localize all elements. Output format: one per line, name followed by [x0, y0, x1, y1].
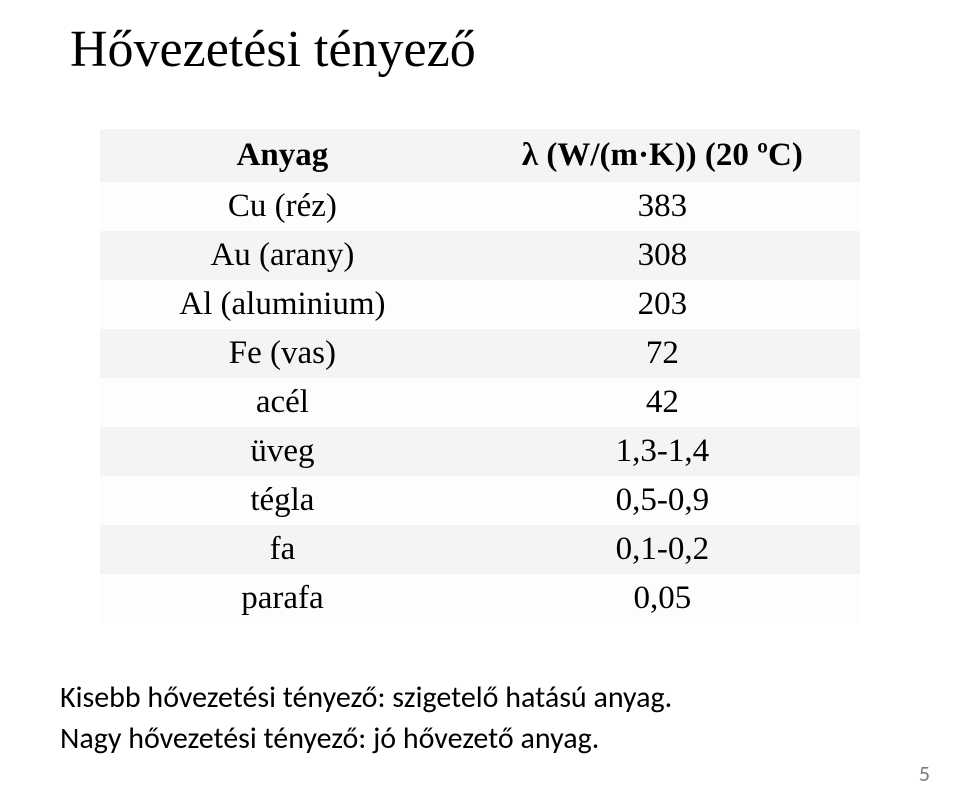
table-row: Fe (vas) 72 — [100, 329, 860, 378]
table-cell-material: parafa — [100, 574, 465, 623]
table-header-row: Anyag λ (W/(m·K)) (20 ºC) — [100, 129, 860, 182]
table-header-lambda: λ (W/(m·K)) (20 ºC) — [465, 129, 860, 182]
note-line-2: Nagy hővezetési tényező: jó hővezető any… — [60, 719, 900, 760]
note-line-1: Kisebb hővezetési tényező: szigetelő hat… — [60, 678, 900, 719]
table-row: tégla 0,5-0,9 — [100, 476, 860, 525]
table-cell-material: Cu (réz) — [100, 182, 465, 231]
table-cell-material: Au (arany) — [100, 231, 465, 280]
table-cell-value: 203 — [465, 280, 860, 329]
table-cell-material: üveg — [100, 427, 465, 476]
table-cell-value: 308 — [465, 231, 860, 280]
table-cell-material: Al (aluminium) — [100, 280, 465, 329]
table-cell-value: 42 — [465, 378, 860, 427]
table-row: fa 0,1-0,2 — [100, 525, 860, 574]
table-row: üveg 1,3-1,4 — [100, 427, 860, 476]
table-row: Cu (réz) 383 — [100, 182, 860, 231]
page-title: Hővezetési tényező — [70, 20, 900, 79]
thermal-conductivity-table-container: Anyag λ (W/(m·K)) (20 ºC) Cu (réz) 383 A… — [100, 129, 860, 623]
table-row: acél 42 — [100, 378, 860, 427]
table-row: parafa 0,05 — [100, 574, 860, 623]
page-number: 5 — [919, 760, 930, 787]
table-cell-material: acél — [100, 378, 465, 427]
table-cell-value: 0,1-0,2 — [465, 525, 860, 574]
table-cell-value: 1,3-1,4 — [465, 427, 860, 476]
table-cell-material: Fe (vas) — [100, 329, 465, 378]
table-cell-material: tégla — [100, 476, 465, 525]
table-cell-value: 0,05 — [465, 574, 860, 623]
thermal-conductivity-table: Anyag λ (W/(m·K)) (20 ºC) Cu (réz) 383 A… — [100, 129, 860, 623]
table-row: Al (aluminium) 203 — [100, 280, 860, 329]
table-cell-value: 0,5-0,9 — [465, 476, 860, 525]
table-cell-material: fa — [100, 525, 465, 574]
table-row: Au (arany) 308 — [100, 231, 860, 280]
notes-section: Kisebb hővezetési tényező: szigetelő hat… — [60, 678, 900, 759]
table-cell-value: 383 — [465, 182, 860, 231]
table-cell-value: 72 — [465, 329, 860, 378]
table-header-material: Anyag — [100, 129, 465, 182]
